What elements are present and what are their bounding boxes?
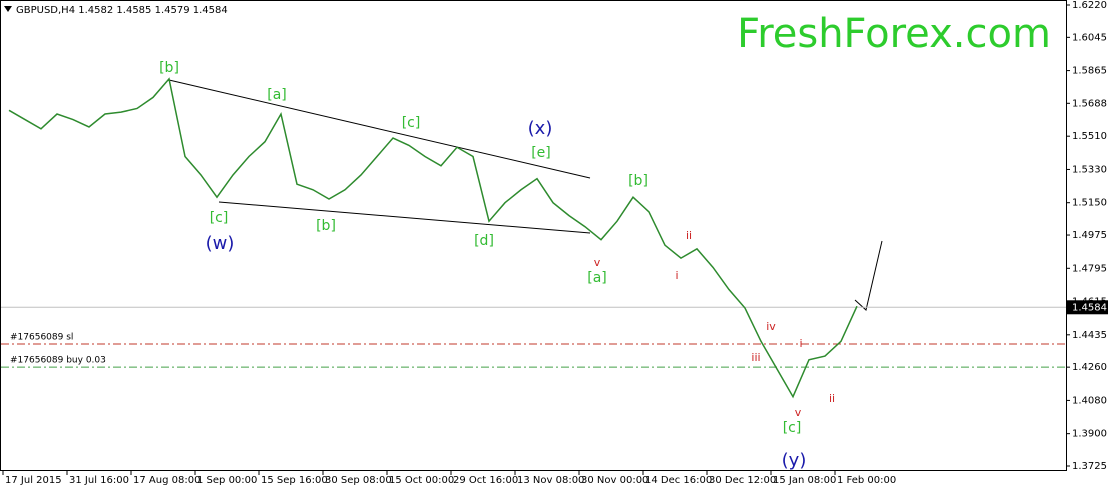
watermark: FreshForex.com bbox=[737, 11, 1051, 57]
x-tick-label: 29 Oct 16:00 bbox=[453, 475, 518, 486]
wave-label: [b] bbox=[159, 60, 179, 76]
wave-label: [d] bbox=[474, 233, 494, 249]
plot-frame bbox=[0, 0, 1067, 471]
order-level-label: #17656089 buy 0.03 bbox=[10, 356, 106, 366]
y-tick-label: 1.5150 bbox=[1072, 198, 1107, 209]
wave-label: v bbox=[594, 256, 601, 269]
projection-line bbox=[854, 240, 883, 311]
symbol-icon bbox=[4, 6, 12, 12]
y-tick-label: 1.4975 bbox=[1072, 230, 1107, 241]
y-tick-label: 1.4260 bbox=[1072, 362, 1107, 373]
wave-label: [a] bbox=[587, 270, 607, 286]
y-tick-label: 1.5510 bbox=[1072, 131, 1107, 142]
x-tick-label: 30 Sep 08:00 bbox=[325, 475, 392, 486]
y-tick-label: 1.4435 bbox=[1072, 330, 1107, 341]
wave-label: i bbox=[675, 269, 678, 282]
y-tick-label: 1.5330 bbox=[1072, 164, 1107, 175]
wave-label: [a] bbox=[267, 87, 287, 103]
x-tick-label: 1 Feb 00:00 bbox=[837, 475, 896, 486]
wave-label: [b] bbox=[628, 173, 648, 189]
wave-label: [c] bbox=[783, 420, 802, 436]
wave-label: v bbox=[795, 406, 802, 419]
x-tick-label: 15 Oct 00:00 bbox=[389, 475, 454, 486]
y-tick-label: 1.4795 bbox=[1072, 263, 1107, 274]
wave-label: [b] bbox=[316, 218, 336, 234]
current-price-box bbox=[1066, 300, 1108, 315]
x-tick-label: 30 Nov 00:00 bbox=[581, 475, 648, 486]
wave-label: [c] bbox=[210, 210, 229, 226]
x-tick-label: 13 Nov 08:00 bbox=[517, 475, 584, 486]
wave-label: (w) bbox=[206, 233, 235, 254]
wave-label: (x) bbox=[528, 118, 553, 139]
trendline bbox=[218, 201, 591, 234]
wave-label: (y) bbox=[782, 450, 807, 471]
y-tick-label: 1.6045 bbox=[1072, 32, 1107, 43]
y-tick-label: 1.3900 bbox=[1072, 429, 1107, 440]
x-tick-label: 14 Dec 16:00 bbox=[645, 475, 712, 486]
wave-label: iv bbox=[766, 320, 776, 333]
order-level-label: #17656089 sl bbox=[10, 333, 73, 343]
x-tick-label: 31 Jul 16:00 bbox=[69, 475, 129, 486]
price-line bbox=[8, 77, 858, 399]
y-tick-label: 1.3725 bbox=[1072, 461, 1107, 472]
wave-label: [e] bbox=[531, 145, 551, 161]
y-tick-label: 1.5688 bbox=[1072, 98, 1107, 109]
x-tick-label: 1 Sep 00:00 bbox=[197, 475, 257, 486]
x-tick-label: 30 Dec 12:00 bbox=[709, 475, 776, 486]
chart-title: GBPUSD,H4 1.4582 1.4585 1.4579 1.4584 bbox=[16, 5, 228, 16]
wave-label: iii bbox=[751, 351, 760, 364]
y-tick-label: 1.6220 bbox=[1072, 0, 1107, 11]
x-tick-label: 15 Jan 08:00 bbox=[773, 475, 836, 486]
current-price-label: 1.4584 bbox=[1072, 302, 1107, 313]
y-tick-label: 1.4080 bbox=[1072, 395, 1107, 406]
trendline bbox=[168, 79, 591, 179]
x-tick-label: 17 Jul 2015 bbox=[5, 475, 62, 486]
x-tick-label: 17 Aug 08:00 bbox=[133, 475, 200, 486]
wave-label: i bbox=[799, 337, 802, 350]
wave-label: ii bbox=[686, 229, 692, 242]
wave-label: ii bbox=[829, 392, 835, 405]
y-tick-label: 1.5865 bbox=[1072, 66, 1107, 77]
x-tick-label: 15 Sep 16:00 bbox=[261, 475, 328, 486]
wave-label: [c] bbox=[402, 115, 421, 131]
